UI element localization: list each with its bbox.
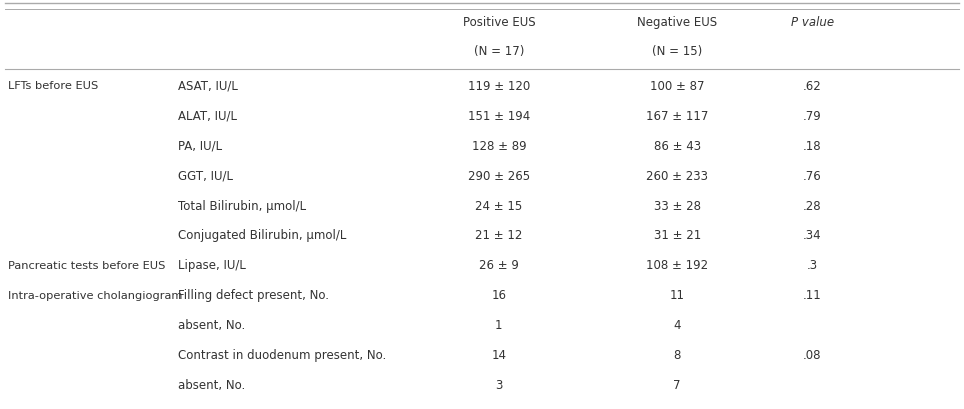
Text: Positive EUS: Positive EUS — [463, 16, 535, 29]
Text: .76: .76 — [803, 169, 821, 182]
Text: Filling defect present, No.: Filling defect present, No. — [178, 289, 330, 301]
Text: 8: 8 — [674, 348, 681, 361]
Text: 7: 7 — [674, 378, 681, 391]
Text: 21 ± 12: 21 ± 12 — [475, 229, 522, 242]
Text: Total Bilirubin, μmol/L: Total Bilirubin, μmol/L — [178, 199, 307, 212]
Text: .18: .18 — [803, 139, 821, 152]
Text: absent, No.: absent, No. — [178, 378, 246, 391]
Text: (N = 15): (N = 15) — [652, 45, 703, 58]
Text: 167 ± 117: 167 ± 117 — [646, 110, 709, 122]
Text: 3: 3 — [495, 378, 502, 391]
Text: 290 ± 265: 290 ± 265 — [468, 169, 530, 182]
Text: LFTs before EUS: LFTs before EUS — [8, 81, 98, 91]
Text: 1: 1 — [495, 319, 502, 331]
Text: .34: .34 — [803, 229, 821, 242]
Text: absent, No.: absent, No. — [178, 319, 246, 331]
Text: GGT, IU/L: GGT, IU/L — [178, 169, 233, 182]
Text: 26 ± 9: 26 ± 9 — [479, 259, 519, 272]
Text: 31 ± 21: 31 ± 21 — [654, 229, 701, 242]
Text: 100 ± 87: 100 ± 87 — [650, 80, 705, 92]
Text: 151 ± 194: 151 ± 194 — [468, 110, 530, 122]
Text: (N = 17): (N = 17) — [473, 45, 524, 58]
Text: 14: 14 — [492, 348, 506, 361]
Text: PA, IU/L: PA, IU/L — [178, 139, 223, 152]
Text: P value: P value — [790, 16, 834, 29]
Text: 119 ± 120: 119 ± 120 — [468, 80, 530, 92]
Text: ALAT, IU/L: ALAT, IU/L — [178, 110, 237, 122]
Text: Contrast in duodenum present, No.: Contrast in duodenum present, No. — [178, 348, 387, 361]
Text: .62: .62 — [803, 80, 821, 92]
Text: ASAT, IU/L: ASAT, IU/L — [178, 80, 238, 92]
Text: Conjugated Bilirubin, μmol/L: Conjugated Bilirubin, μmol/L — [178, 229, 347, 242]
Text: 108 ± 192: 108 ± 192 — [646, 259, 709, 272]
Text: 260 ± 233: 260 ± 233 — [646, 169, 709, 182]
Text: 24 ± 15: 24 ± 15 — [475, 199, 522, 212]
Text: .11: .11 — [803, 289, 821, 301]
Text: 128 ± 89: 128 ± 89 — [471, 139, 526, 152]
Text: Intra-operative cholangiogram: Intra-operative cholangiogram — [8, 290, 182, 300]
Text: .3: .3 — [807, 259, 817, 272]
Text: Negative EUS: Negative EUS — [637, 16, 717, 29]
Text: 16: 16 — [492, 289, 506, 301]
Text: .08: .08 — [803, 348, 821, 361]
Text: Lipase, IU/L: Lipase, IU/L — [178, 259, 246, 272]
Text: 4: 4 — [674, 319, 681, 331]
Text: .79: .79 — [803, 110, 821, 122]
Text: Pancreatic tests before EUS: Pancreatic tests before EUS — [8, 260, 165, 270]
Text: .28: .28 — [803, 199, 821, 212]
Text: 33 ± 28: 33 ± 28 — [654, 199, 701, 212]
Text: 11: 11 — [670, 289, 684, 301]
Text: 86 ± 43: 86 ± 43 — [654, 139, 701, 152]
